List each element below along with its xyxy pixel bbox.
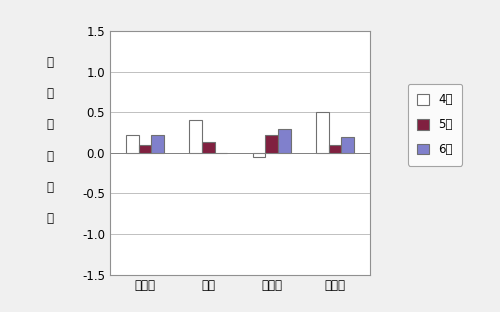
Bar — [202, 142, 214, 153]
Bar — [278, 129, 290, 153]
Bar — [151, 135, 164, 153]
Text: 昇: 昇 — [46, 181, 54, 194]
Bar — [252, 153, 266, 157]
Text: 上: 上 — [46, 149, 54, 163]
Bar — [266, 135, 278, 153]
Bar — [316, 112, 329, 153]
Bar — [190, 120, 202, 153]
Bar — [126, 135, 138, 153]
Legend: 4月, 5月, 6月: 4月, 5月, 6月 — [408, 84, 463, 166]
Bar — [342, 137, 354, 153]
Bar — [138, 145, 151, 153]
Text: 率: 率 — [46, 212, 54, 225]
Text: 対: 対 — [46, 56, 54, 69]
Bar — [329, 145, 342, 153]
Text: 前: 前 — [46, 87, 54, 100]
Text: 月: 月 — [46, 118, 54, 131]
